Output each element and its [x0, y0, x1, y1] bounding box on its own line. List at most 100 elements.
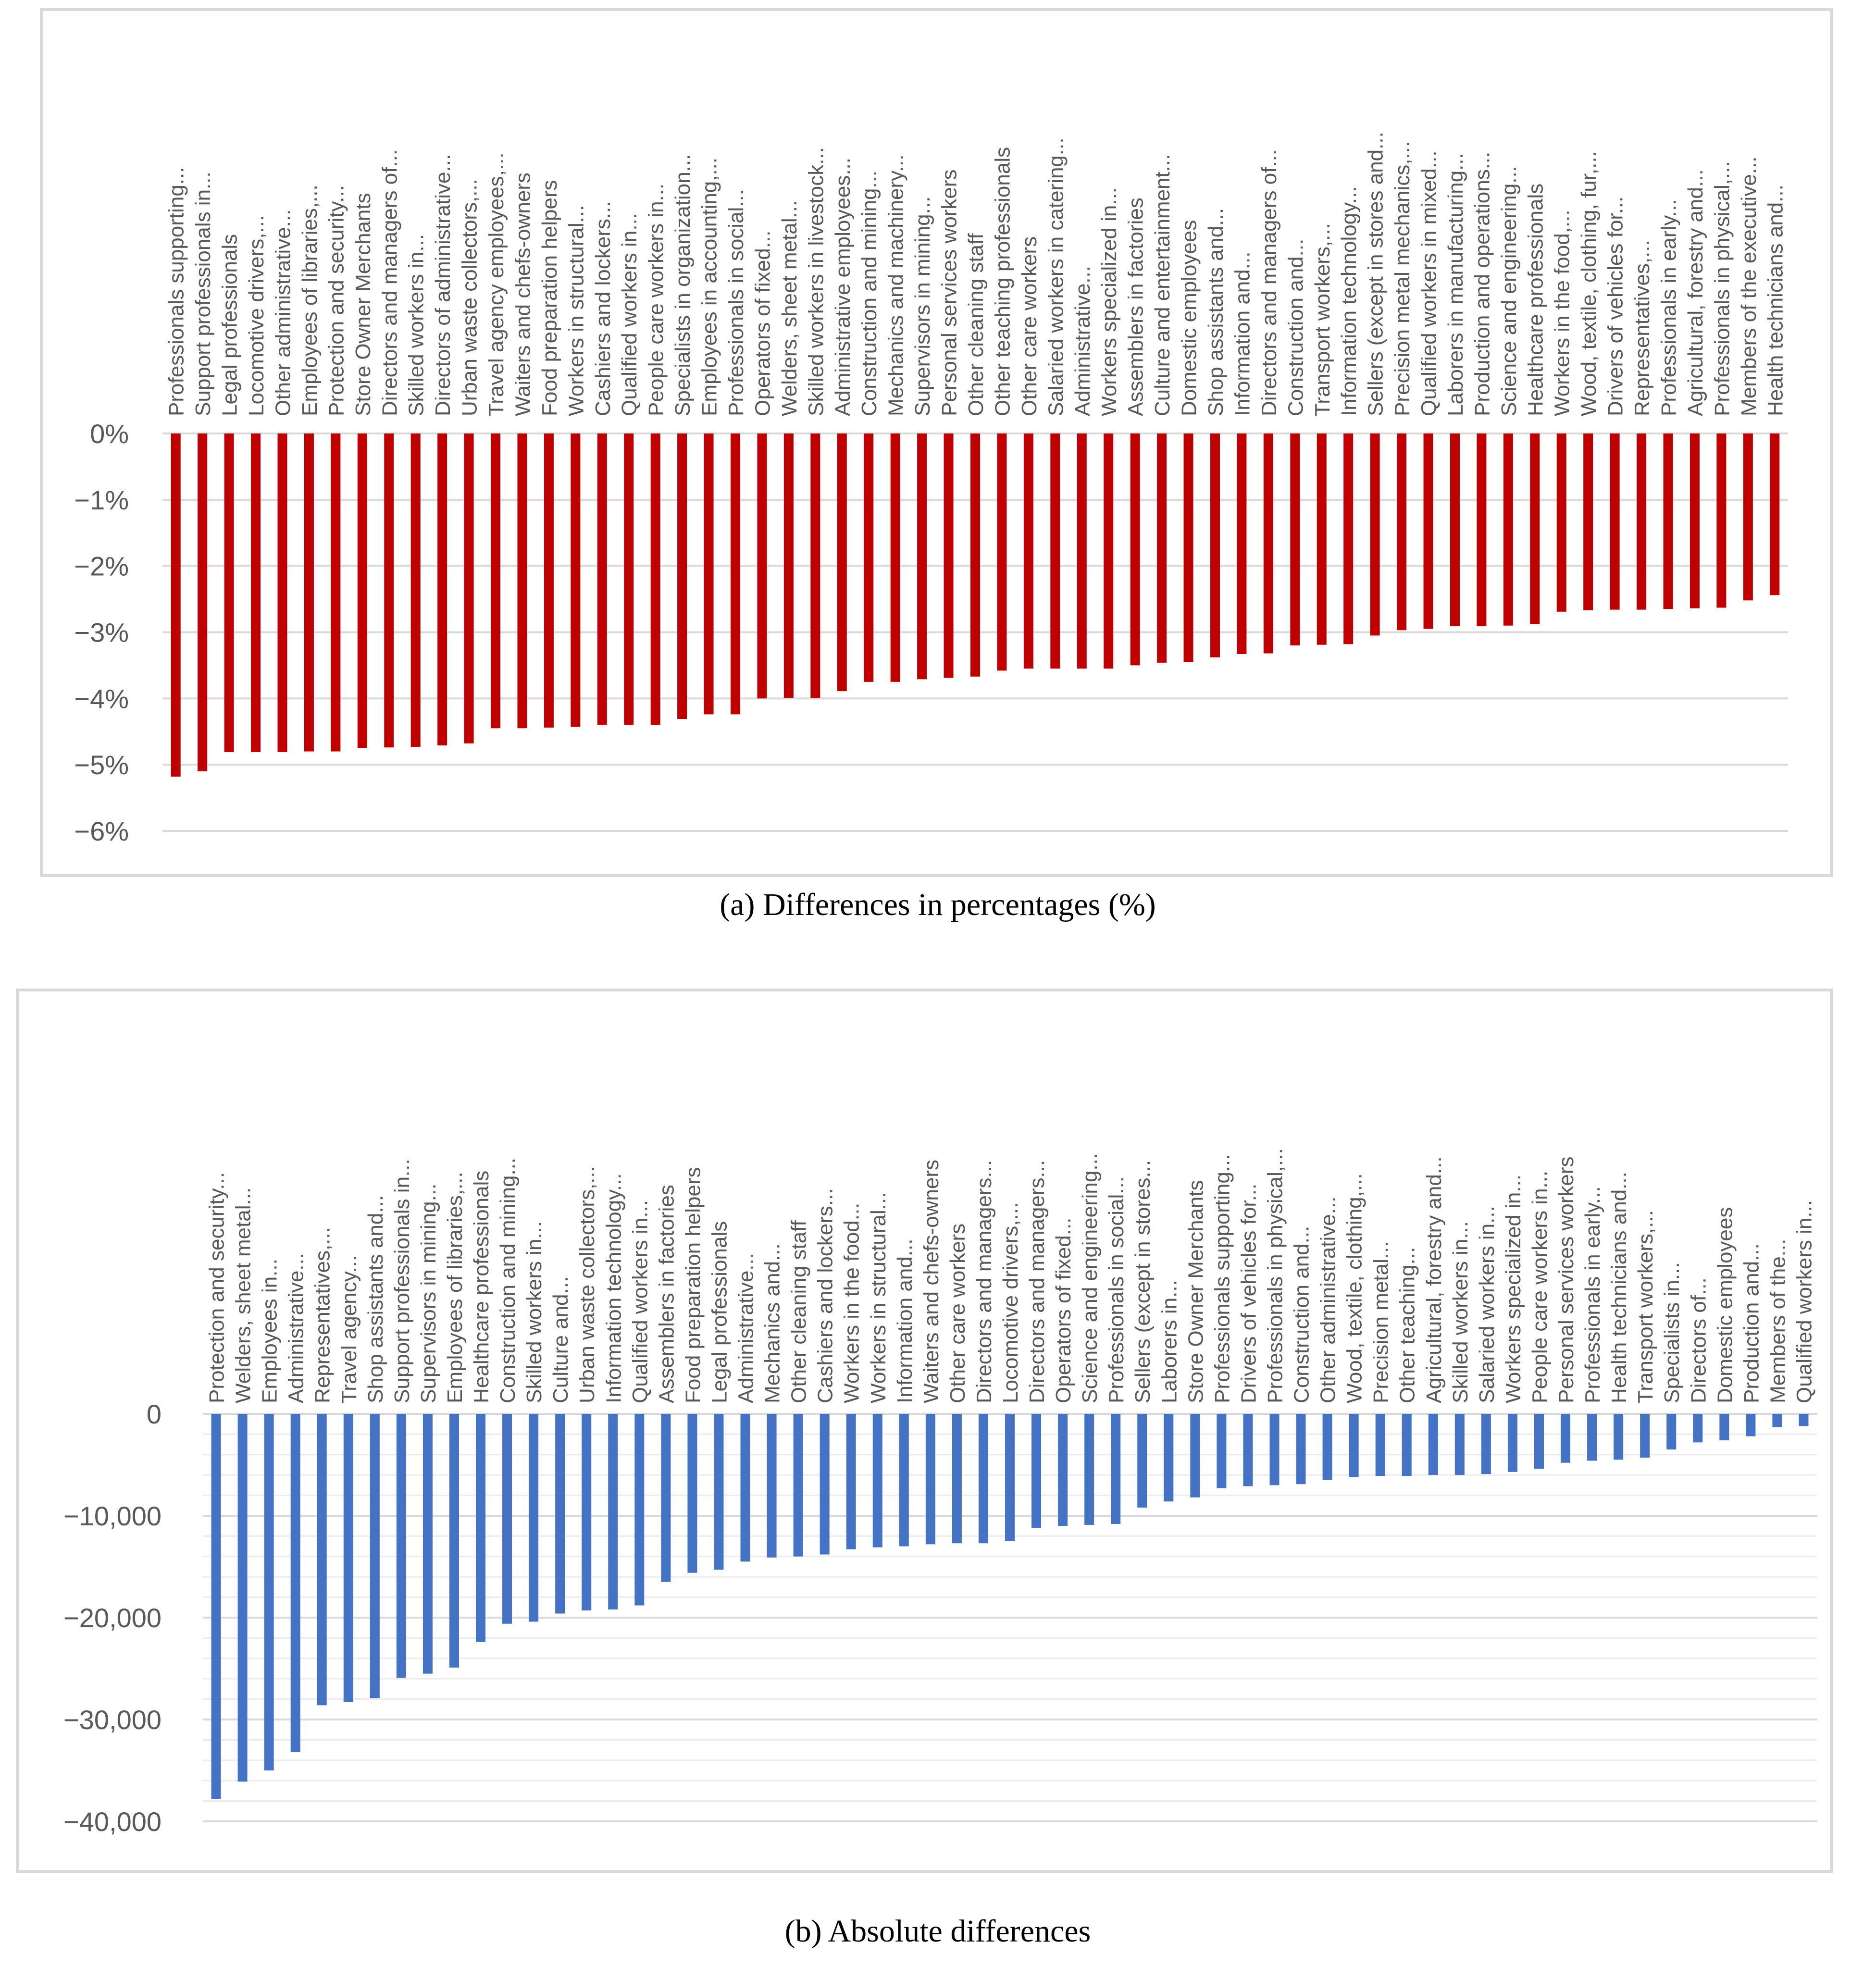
b-category-label: Construction and mining... [496, 1158, 520, 1403]
chart-b-bars [211, 1414, 1809, 1799]
b-bar [1746, 1414, 1756, 1436]
b-bar [1084, 1414, 1094, 1525]
a-bar [624, 433, 634, 725]
a-bar [1610, 433, 1620, 610]
b-y-tick-label: 0 [147, 1399, 162, 1429]
b-category-label: Professionals in physical,... [1263, 1148, 1287, 1403]
b-bar [872, 1414, 882, 1547]
b-y-tick-label: −40,000 [63, 1806, 162, 1837]
b-bar [1217, 1414, 1227, 1488]
a-bar [1663, 433, 1673, 609]
a-category-label: Store Owner Merchants [351, 193, 375, 416]
a-bar [1263, 433, 1273, 654]
a-y-tick-label: −3% [74, 618, 129, 648]
a-category-label: Urban waste collectors,... [458, 179, 482, 416]
a-bar [1716, 433, 1727, 608]
a-category-label: Travel agency employees,... [485, 152, 508, 416]
a-y-tick-label: −4% [74, 683, 129, 714]
a-category-label: Professionals in physical,... [1710, 161, 1734, 416]
b-category-label: Members of the... [1766, 1239, 1789, 1403]
a-category-label: Workers specialized in... [1097, 187, 1121, 416]
a-bar [677, 433, 687, 719]
a-bar [1290, 433, 1300, 646]
a-category-label: Employees of libraries,... [298, 185, 322, 416]
a-category-label: Directors and managers of... [378, 149, 401, 416]
a-category-label: Other teaching professionals [991, 147, 1014, 416]
b-category-label: Support professionals in... [390, 1159, 414, 1403]
a-bar [304, 433, 314, 752]
b-category-label: Legal professionals [708, 1221, 731, 1403]
a-category-label: Welders, sheet metal... [778, 200, 801, 416]
b-category-label: Workers specialized in... [1502, 1175, 1525, 1403]
a-category-label: Waiters and chefs-owners [511, 173, 534, 416]
b-category-label: Shop assistants and... [364, 1195, 387, 1403]
a-bar [597, 433, 607, 725]
b-bar [740, 1414, 750, 1562]
a-category-label: Representatives,... [1630, 240, 1654, 416]
a-bar [331, 433, 341, 752]
a-category-label: Agricultural, forestry and... [1684, 169, 1707, 416]
a-bar [384, 433, 394, 748]
a-bar [890, 433, 900, 682]
a-category-label: Precision metal mechanics,... [1391, 141, 1414, 416]
a-bar [517, 433, 527, 729]
b-bar [529, 1414, 539, 1622]
b-category-label: Qualified workers in... [628, 1200, 652, 1403]
a-bar [757, 433, 767, 699]
a-category-label: Professionals supporting... [165, 167, 188, 416]
b-bar [1640, 1414, 1650, 1458]
b-category-label: Skilled workers in... [522, 1221, 546, 1403]
chart-a-caption: (a) Differences in percentages (%) [720, 887, 1156, 922]
a-bar [1637, 433, 1647, 610]
b-bar [1137, 1414, 1147, 1508]
a-bar [198, 433, 208, 771]
a-category-label: Support professionals in... [191, 172, 215, 416]
a-category-label: Operators of fixed... [751, 231, 774, 416]
b-bar [449, 1414, 459, 1668]
b-bar [1111, 1414, 1121, 1524]
b-category-label: Workers in structural... [867, 1192, 890, 1403]
a-category-label: Specialists in organization... [671, 154, 695, 416]
a-bar [1237, 433, 1247, 654]
b-bar [1534, 1414, 1544, 1469]
b-bar [582, 1414, 592, 1611]
b-category-label: Directors of... [1687, 1277, 1710, 1403]
a-bar [1690, 433, 1700, 608]
b-category-label: Qualified workers in... [1792, 1200, 1816, 1403]
b-category-label: Construction and... [1290, 1226, 1314, 1403]
a-category-label: Production and operations... [1470, 152, 1494, 416]
a-category-label: Other care workers [1018, 236, 1041, 416]
a-bar [277, 433, 287, 752]
b-bar [634, 1414, 645, 1606]
b-category-label: Supervisors in mining... [417, 1184, 440, 1403]
a-category-label: Other administrative... [271, 210, 295, 416]
b-category-label: Urban waste collectors,... [575, 1166, 599, 1403]
a-category-label: Science and engineering... [1497, 166, 1521, 416]
a-bar [997, 433, 1007, 671]
chart-a-gridlines [162, 433, 1788, 832]
a-category-label: Qualified workers in mixed... [1417, 150, 1441, 416]
a-bar [1023, 433, 1033, 669]
b-category-label: Protection and security... [205, 1172, 229, 1403]
b-bar [952, 1414, 962, 1544]
b-category-label: Locomotive drivers,... [999, 1202, 1022, 1403]
b-category-label: Administrative... [734, 1253, 758, 1403]
a-category-label: Administrative... [1071, 266, 1094, 416]
b-bar [343, 1414, 353, 1702]
b-bar [714, 1414, 724, 1570]
b-bar [608, 1414, 618, 1610]
b-bar [1587, 1414, 1597, 1461]
b-bar [1005, 1414, 1015, 1541]
b-bar [502, 1414, 512, 1624]
b-bar [370, 1414, 380, 1698]
a-bar [783, 433, 794, 698]
b-bar [1296, 1414, 1306, 1485]
b-bar [1164, 1414, 1174, 1502]
b-bar [793, 1414, 803, 1557]
chart-b: 0 −10,000 −20,000 −30,000 −40,000 Protection… [16, 989, 1833, 1949]
a-category-label: Members of the executive... [1737, 157, 1761, 416]
b-bar [1375, 1414, 1385, 1476]
b-bar [1454, 1414, 1465, 1475]
a-bar [1130, 433, 1140, 666]
